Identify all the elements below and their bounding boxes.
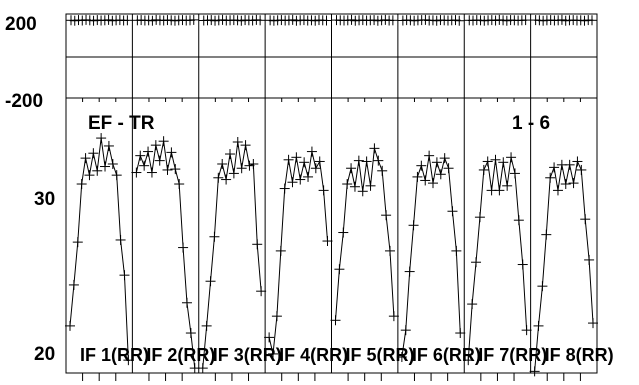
phase-line-if3 (203, 19, 261, 22)
amplitude-line-if4 (268, 151, 328, 355)
amplitude-line-if6 (401, 155, 461, 358)
source-annotation: 1 - 6 (512, 113, 550, 134)
amplitude-line-if3 (202, 141, 262, 369)
amplitude-line-if1 (69, 138, 129, 361)
phase-line-if4 (270, 19, 327, 22)
if-label-1: IF 1(RR) (80, 345, 149, 365)
phase-line-if5 (336, 19, 393, 22)
if-label-3: IF 3(RR) (213, 345, 282, 365)
if-label-8: IF 8(RR) (545, 345, 614, 365)
if-label-4: IF 4(RR) (279, 345, 348, 365)
amplitude-line-if7 (467, 157, 528, 361)
if-label-2: IF 2(RR) (146, 345, 215, 365)
phase-line-if8 (535, 19, 593, 22)
phase-line-if6 (402, 19, 460, 22)
if-label-5: IF 5(RR) (346, 345, 415, 365)
y-tick-label-phase-200: 200 (5, 14, 37, 35)
amplitude-line-if8 (534, 159, 594, 372)
y-tick-label-amp-30: 30 (34, 189, 55, 210)
if-label-7: IF 7(RR) (478, 345, 547, 365)
amplitude-line-if5 (335, 148, 395, 321)
y-tick-label-amp-20: 20 (34, 344, 55, 365)
phase-line-if7 (469, 19, 526, 22)
amplitude-line-if2 (135, 141, 196, 369)
y-tick-label-phase-minus-200: -200 (5, 91, 43, 112)
if-label-6: IF 6(RR) (412, 345, 481, 365)
phase-line-if2 (137, 19, 194, 22)
baseline-annotation: EF - TR (88, 113, 155, 134)
phase-line-if1 (70, 19, 128, 22)
